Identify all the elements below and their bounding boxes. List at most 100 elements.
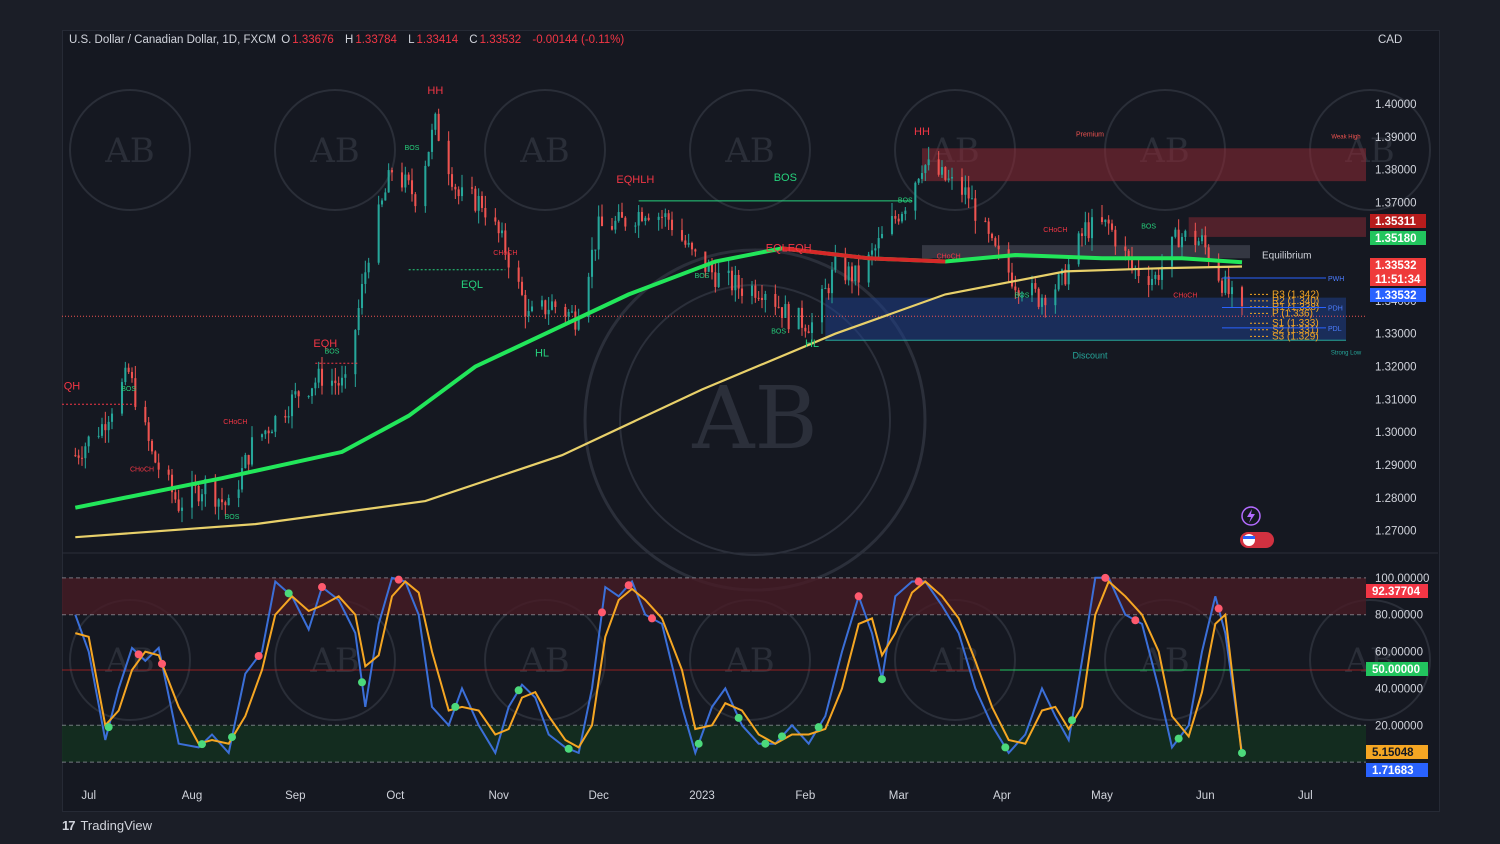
candle-body [940,167,944,175]
candle-body [597,216,600,250]
price-tick-label: 1.30000 [1375,427,1417,439]
structure-label-hl: HL [805,338,819,350]
open-label: O [281,34,291,46]
candle-body [470,187,474,189]
bear-cross-dot [854,592,863,601]
candle-body [407,174,410,181]
candle-body [197,486,200,502]
candle-body [1154,274,1157,279]
candle-body [694,249,697,252]
candle-body [1104,219,1107,223]
candle-body [524,294,527,317]
price-tag-box [1370,231,1426,245]
candle-body [1207,247,1210,262]
candle-body [997,245,1000,250]
candle-body [177,499,180,511]
structure-tag-bos: BOS [225,514,240,521]
time-tick-label: Feb [795,790,815,802]
candle-body [434,113,437,130]
candle-body [337,383,340,386]
candle-body [484,207,487,218]
time-axis[interactable]: Jul Aug Sep Oct Nov Dec 2023 Feb Mar Apr May Jun Jul [81,790,1312,802]
structure-label-qh: QH [64,381,81,393]
watermark-big-text: AB [691,369,817,469]
lightning-icon[interactable] [1241,506,1261,526]
candle-body [1110,223,1114,230]
candle-body [1017,290,1020,296]
structure-tag-bos: BOS [695,273,710,280]
time-tick-label: Aug [182,790,202,802]
candle-body [900,213,904,222]
candle-body [1084,222,1087,236]
candle-body [1057,274,1060,290]
pivot-label: R3 (1.342) [1272,289,1319,300]
candle-body [247,455,250,465]
candle-body [944,167,947,180]
candle-body [1224,276,1227,293]
candle-body [97,435,100,437]
candle-body [260,434,264,438]
candle-body [634,225,637,227]
candle-body [214,478,217,507]
price-axis[interactable]: 1.400001.390001.380001.370001.360001.350… [1375,99,1429,732]
candle-body [567,311,570,317]
candle-body [367,262,370,273]
candle-body [877,238,880,249]
candle-body [827,287,830,294]
candle-body [274,416,277,432]
candle-body [344,374,347,378]
candle-body [820,288,824,323]
candle-body [494,217,497,222]
candle-body [754,285,757,298]
price-tick-label: 1.29000 [1375,460,1417,472]
bull-cross-dot [284,589,293,598]
symbol-title[interactable]: U.S. Dollar / Canadian Dollar, 1D, FXCM [69,34,277,46]
close-label: C [469,34,478,46]
structure-label-eql: EQL [461,279,483,291]
candle-body [387,170,390,193]
candle-body [517,267,520,282]
stochastic-pane [62,573,1366,763]
bull-cross-dot [694,739,703,748]
symbol-legend[interactable]: U.S. Dollar / Canadian Dollar, 1D, FXCM … [69,34,624,46]
bull-cross-dot [761,739,770,748]
bear-cross-dot [394,575,403,584]
price-tag-box [1370,272,1426,286]
candle-body [1130,257,1134,268]
high-value: 1.33784 [355,34,397,46]
bull-cross-dot [814,723,823,732]
bull-cross-dot [514,686,523,695]
stoch-tag-box [1366,662,1428,676]
candle-body [787,304,790,330]
candle-body [157,462,160,470]
candle-body [430,129,434,152]
structure-label-eqhlh: EQHLH [616,174,654,186]
premium-zone [922,148,1366,182]
candle-body [844,256,847,281]
candle-body [264,430,267,435]
candle-body [147,422,150,441]
bear-cross-dot [318,583,326,592]
candle-body [180,507,184,511]
candle-body [1040,297,1044,307]
price-tag-text: 1.35180 [1375,233,1417,245]
candle-body [874,248,877,251]
candle-body [477,196,480,211]
structure-tag-bos: BOS [771,329,786,336]
chart-widgets[interactable] [1240,506,1274,548]
candle-body [364,272,367,284]
bull-cross-dot [228,733,236,742]
candle-body [917,178,920,183]
candle-body [1037,288,1040,307]
candle-body [310,388,314,397]
structure-tag-bos: BOS [325,348,340,355]
weak-high-label: Weak High [1331,134,1360,140]
bull-cross-dot [198,740,206,749]
candle-body [1100,217,1104,223]
candle-body [104,424,107,431]
candle-body [240,468,244,490]
tradingview-brand[interactable]: 17 TradingView [62,818,152,833]
candle-body [1217,261,1220,281]
time-tick-label: Oct [386,790,405,802]
